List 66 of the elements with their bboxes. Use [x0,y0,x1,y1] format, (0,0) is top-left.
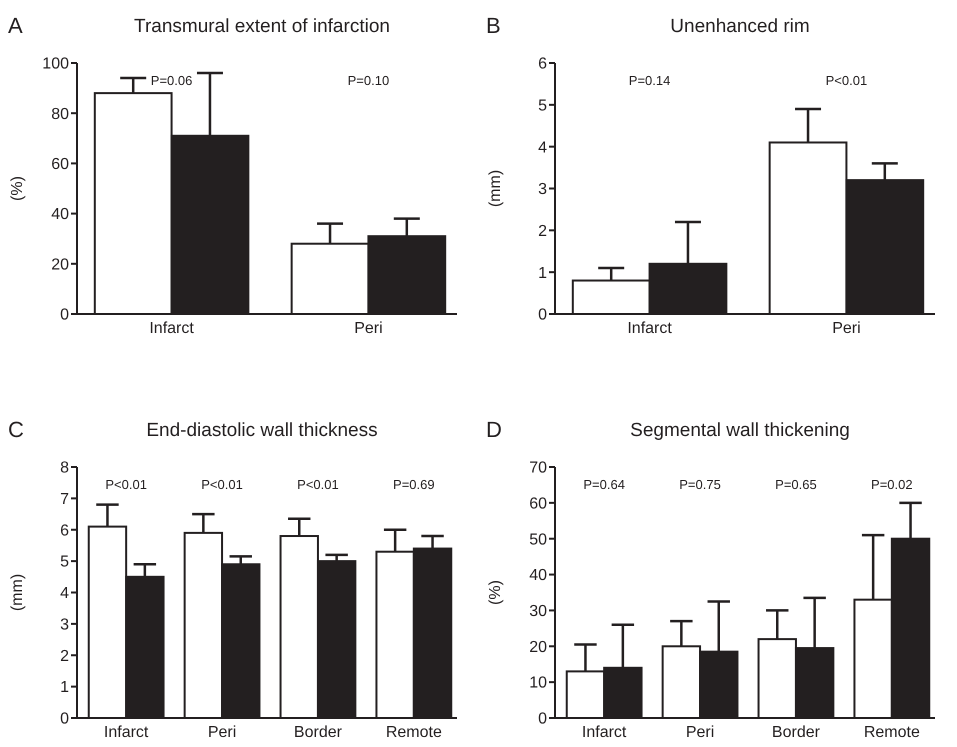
y-tick-label: 7 [60,490,70,508]
chart-title: Unenhanced rim [670,16,810,37]
text: B [486,13,501,38]
y-tick-label: 6 [538,56,548,73]
y-tick-label: 70 [529,460,548,477]
annotation: P=0.75 [679,477,721,492]
y-tick-label: 30 [529,603,548,620]
x-tick-label: Peri [686,724,714,741]
y-tick-label: 5 [538,97,548,114]
x-tick-label: Peri [832,320,861,337]
y-tick-label: 40 [529,567,548,584]
chart-title: Transmural extent of infarction [134,16,390,37]
annotation: P=0.64 [583,477,625,492]
y-tick-label: 4 [60,585,70,602]
y-tick-label: 8 [60,460,70,477]
text: C [8,417,24,442]
annotation: P<0.01 [826,73,868,88]
y-axis-title: (mm) [9,574,26,612]
x-tick-label: Peri [208,724,236,741]
y-tick-label: 0 [538,710,548,728]
y-tick-label: 4 [538,139,548,156]
y-tick-label: 100 [42,56,70,73]
y-axis-title: (%) [487,580,504,605]
x-tick-label: Border [294,724,343,741]
annotation: P<0.01 [201,477,243,492]
y-tick-label: 50 [529,531,548,548]
x-tick-label: Remote [864,724,920,741]
y-axis-title: (mm) [487,170,504,208]
y-tick-label: 1 [60,679,70,696]
y-tick-label: 0 [60,306,70,324]
y-tick-label: 2 [60,648,70,665]
annotation: P<0.01 [105,477,147,492]
x-tick-label: Infarct [149,320,194,337]
y-tick-label: 20 [51,256,70,274]
y-tick-label: 0 [60,710,70,728]
y-tick-label: 2 [538,222,548,240]
annotation: P=0.06 [150,73,192,88]
y-tick-label: 10 [529,674,548,692]
y-tick-label: 60 [529,495,548,512]
x-tick-label: Peri [354,320,383,337]
y-tick-label: 60 [51,156,70,173]
annotation: P=0.10 [348,73,390,88]
x-tick-label: Remote [386,724,442,741]
x-tick-label: Infarct [627,320,672,337]
y-tick-label: 80 [51,106,70,123]
text: D [486,417,502,442]
x-tick-label: Border [772,724,821,741]
y-tick-label: 20 [529,638,548,656]
y-tick-label: 0 [538,306,548,324]
y-tick-label: 40 [51,206,70,224]
annotation: P=0.14 [628,73,670,88]
x-tick-label: Infarct [104,724,149,741]
y-tick-label: 6 [60,522,70,540]
y-axis-title: (%) [9,176,26,201]
annotation: P<0.01 [297,477,339,492]
y-tick-label: 3 [538,181,548,198]
x-tick-label: Infarct [582,724,627,741]
y-tick-label: 1 [538,264,548,282]
y-tick-label: 3 [60,616,70,634]
annotation: P=0.69 [393,477,435,492]
chart-title: Segmental wall thickening [630,420,850,441]
text: A [8,13,23,38]
y-tick-label: 5 [60,554,70,571]
annotation: P=0.65 [775,477,817,492]
chart-title: End-diastolic wall thickness [146,420,378,441]
annotation: P=0.02 [871,477,913,492]
